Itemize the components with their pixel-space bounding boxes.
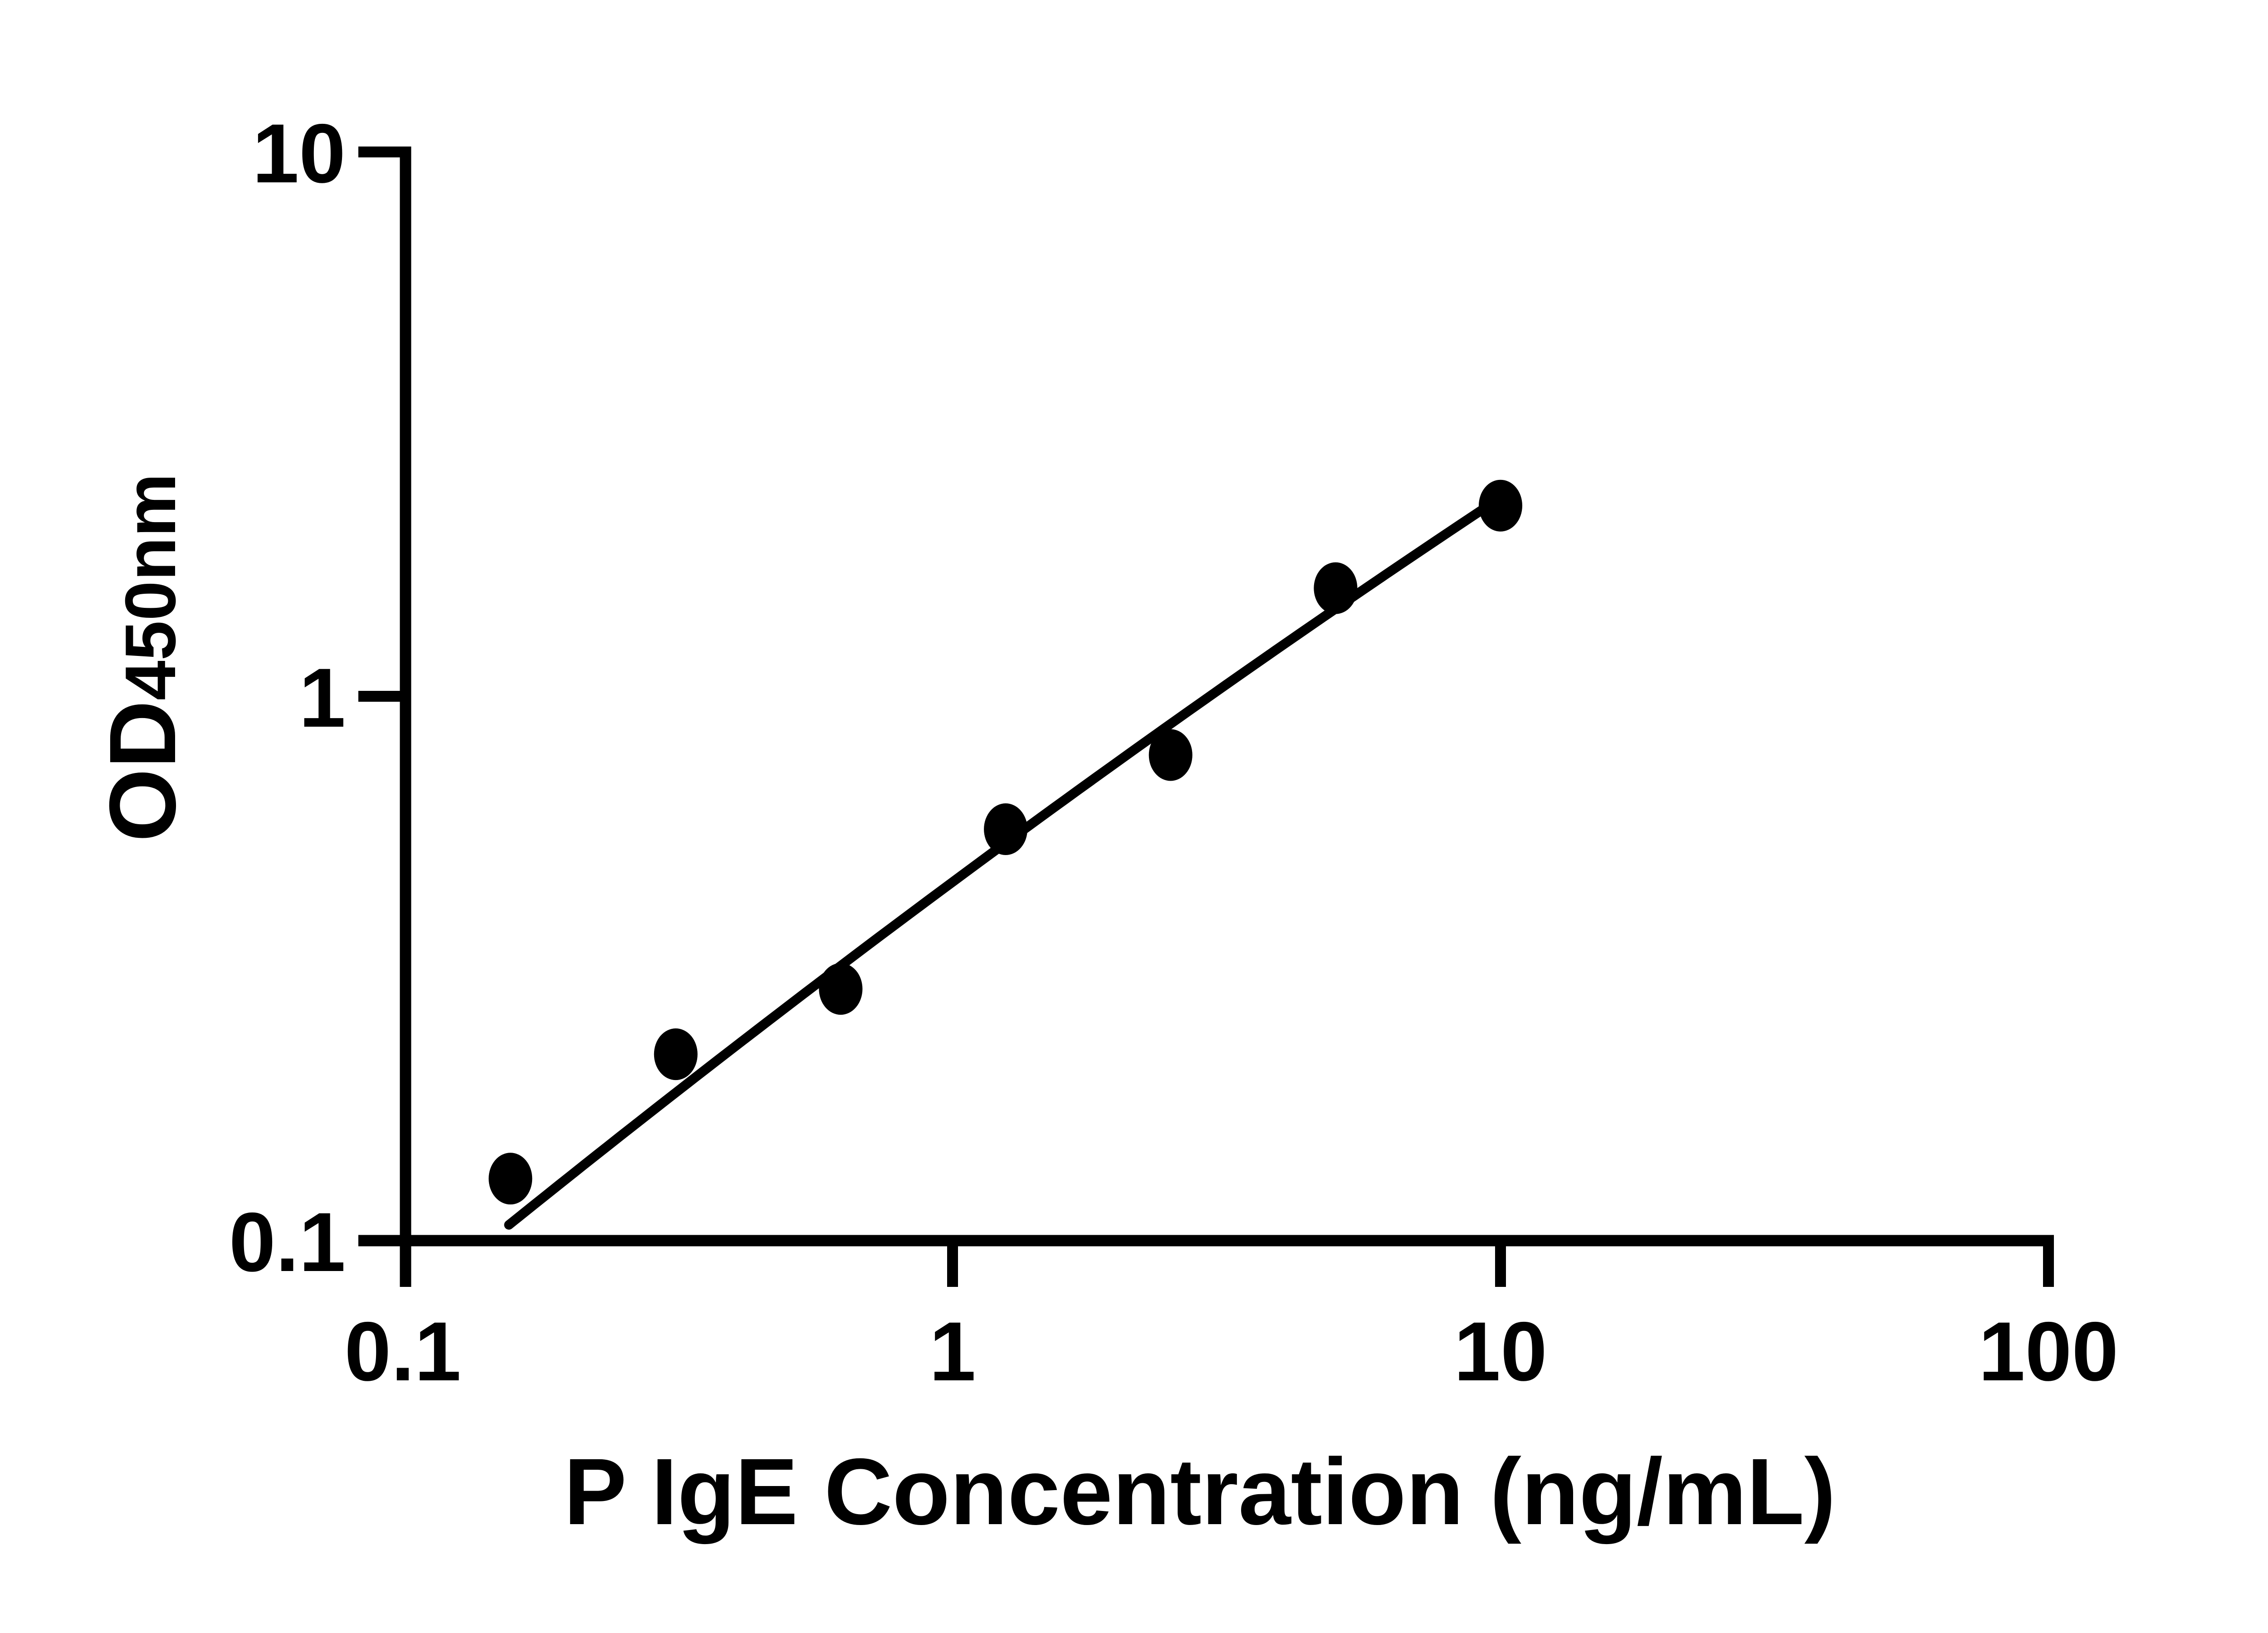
- x-tick-label: 10: [1454, 1305, 1547, 1398]
- y-axis-title: OD450nm: [90, 473, 196, 842]
- x-tick-label: 0.1: [344, 1305, 461, 1398]
- data-point: [1314, 562, 1358, 614]
- data-point: [1479, 479, 1522, 532]
- x-tick-label: 1: [929, 1305, 976, 1398]
- y-tick-label: 10: [252, 107, 346, 200]
- tick-labels-group: 10 1 0.1 0.1 1 10 100: [229, 107, 2119, 1398]
- y-tick-label: 0.1: [229, 1196, 346, 1289]
- x-tick-label: 100: [1979, 1305, 2119, 1398]
- data-point: [984, 803, 1028, 855]
- y-tick-label: 1: [299, 651, 346, 745]
- data-point: [654, 1028, 698, 1081]
- data-point: [1149, 729, 1193, 781]
- data-point: [489, 1153, 533, 1205]
- axes-group: [358, 147, 2054, 1287]
- y-axis-title-subscript: 450nm: [111, 473, 191, 700]
- data-point: [819, 963, 863, 1015]
- y-axis-title-main: OD: [90, 700, 196, 842]
- data-points-group: [489, 479, 1522, 1205]
- x-axis-title: P IgE Concentration (ng/mL): [564, 1439, 1836, 1545]
